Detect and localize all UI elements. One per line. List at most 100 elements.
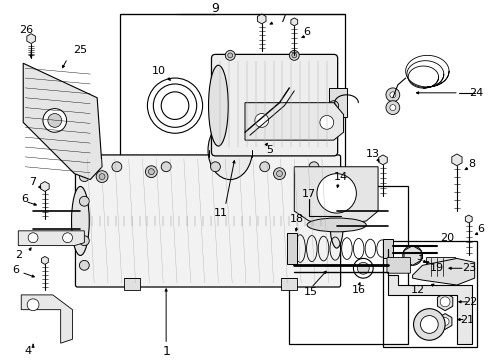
Polygon shape (245, 103, 343, 140)
FancyBboxPatch shape (75, 155, 341, 287)
Circle shape (317, 174, 356, 213)
Ellipse shape (209, 65, 228, 146)
Text: 18: 18 (290, 214, 304, 224)
Bar (290, 186, 408, 344)
Circle shape (316, 174, 322, 180)
Text: 9: 9 (212, 1, 220, 14)
Text: 3: 3 (416, 252, 423, 262)
Bar (287, 233, 297, 264)
Text: 10: 10 (152, 66, 166, 76)
Polygon shape (452, 154, 462, 166)
Circle shape (146, 166, 157, 177)
Circle shape (403, 246, 422, 265)
Circle shape (27, 299, 39, 311)
Circle shape (79, 260, 89, 270)
Polygon shape (291, 18, 298, 26)
Circle shape (290, 50, 299, 60)
Polygon shape (23, 63, 102, 180)
Circle shape (43, 109, 67, 132)
Text: 15: 15 (304, 287, 318, 297)
Text: 7: 7 (29, 176, 37, 186)
Text: 26: 26 (19, 25, 33, 35)
Circle shape (313, 171, 325, 183)
Circle shape (329, 101, 339, 111)
Circle shape (292, 53, 297, 58)
Text: 19: 19 (430, 263, 444, 273)
Circle shape (414, 309, 445, 340)
Text: 6: 6 (304, 27, 311, 37)
Circle shape (28, 233, 38, 243)
Circle shape (390, 105, 396, 111)
Circle shape (211, 162, 220, 172)
Bar (281, 278, 297, 290)
Bar (120, 14, 344, 231)
Bar (383, 239, 393, 258)
Text: 21: 21 (460, 315, 474, 324)
Text: 5: 5 (266, 145, 273, 155)
Ellipse shape (72, 186, 89, 256)
Text: 17: 17 (302, 189, 316, 199)
Text: 11: 11 (213, 208, 227, 218)
FancyBboxPatch shape (212, 54, 338, 156)
Circle shape (63, 233, 73, 243)
Text: 6: 6 (477, 224, 484, 234)
Circle shape (331, 103, 336, 108)
Text: 6: 6 (22, 194, 29, 204)
Circle shape (48, 113, 62, 127)
Text: 4: 4 (24, 346, 32, 356)
FancyBboxPatch shape (387, 257, 411, 273)
FancyBboxPatch shape (426, 257, 456, 277)
Text: 22: 22 (464, 297, 478, 307)
Circle shape (390, 92, 396, 98)
Polygon shape (27, 34, 35, 44)
Circle shape (79, 172, 89, 181)
Polygon shape (413, 258, 475, 285)
Circle shape (441, 318, 449, 325)
Circle shape (420, 316, 438, 333)
Polygon shape (438, 314, 452, 329)
Text: 6: 6 (12, 265, 19, 275)
Circle shape (276, 171, 282, 177)
Text: 20: 20 (440, 233, 454, 243)
Polygon shape (18, 231, 84, 246)
Text: 14: 14 (334, 172, 348, 181)
Circle shape (112, 162, 122, 172)
Circle shape (96, 171, 108, 183)
Circle shape (273, 168, 285, 180)
Circle shape (228, 53, 233, 58)
Bar (329, 88, 346, 117)
Ellipse shape (330, 194, 343, 248)
Polygon shape (41, 181, 49, 192)
Circle shape (386, 101, 400, 114)
Text: 16: 16 (351, 285, 366, 295)
Text: 12: 12 (411, 285, 424, 295)
Text: 1: 1 (162, 345, 170, 357)
Circle shape (357, 262, 369, 274)
Polygon shape (379, 155, 387, 165)
Ellipse shape (208, 121, 252, 180)
Circle shape (255, 113, 269, 127)
Circle shape (309, 162, 319, 172)
Bar (124, 278, 140, 290)
Text: 2: 2 (15, 251, 22, 261)
Circle shape (225, 50, 235, 60)
Polygon shape (21, 295, 73, 343)
Circle shape (260, 162, 270, 172)
Polygon shape (404, 246, 421, 265)
Polygon shape (42, 256, 49, 264)
Polygon shape (466, 215, 472, 223)
Text: 23: 23 (462, 263, 476, 273)
Bar (383, 241, 477, 347)
Polygon shape (294, 167, 378, 225)
Polygon shape (257, 14, 266, 24)
Ellipse shape (307, 218, 366, 232)
Text: 7: 7 (279, 14, 286, 24)
Circle shape (79, 236, 89, 246)
Polygon shape (388, 248, 472, 344)
Circle shape (320, 116, 334, 129)
Circle shape (161, 162, 171, 172)
Circle shape (386, 88, 400, 102)
Text: 24: 24 (469, 88, 484, 98)
Circle shape (148, 169, 154, 175)
Text: 25: 25 (74, 45, 87, 55)
